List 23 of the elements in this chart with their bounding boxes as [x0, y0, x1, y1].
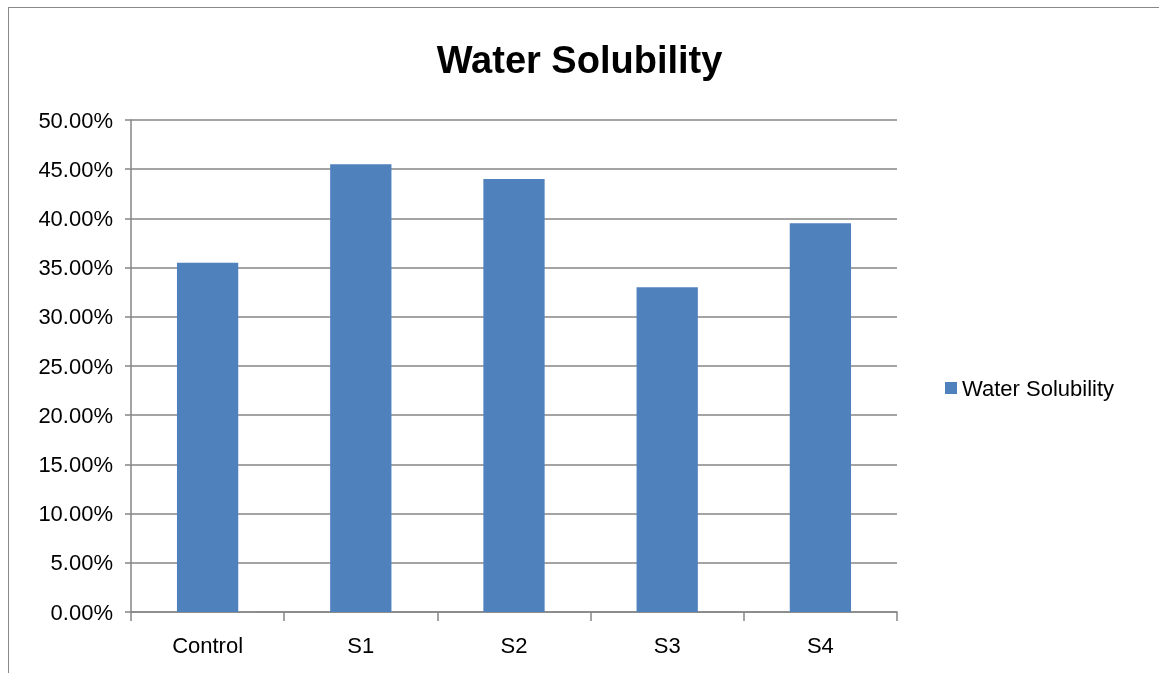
bar — [330, 164, 392, 612]
y-tick-label: 0.00% — [50, 599, 113, 625]
y-tick-label: 15.00% — [38, 451, 113, 477]
y-tick-label: 10.00% — [38, 501, 113, 527]
bar — [636, 287, 698, 612]
y-tick-label: 35.00% — [38, 255, 113, 281]
y-tick-label: 25.00% — [38, 353, 113, 379]
x-tick-label: S2 — [500, 632, 528, 658]
y-tick-label: 30.00% — [38, 304, 113, 330]
bar — [789, 223, 852, 612]
x-tick-label: S4 — [806, 632, 834, 658]
legend-label: Water Solubility — [962, 375, 1115, 401]
y-tick-label: 50.00% — [38, 107, 113, 133]
bar — [483, 179, 545, 612]
x-tick-label: S1 — [347, 632, 375, 658]
x-tick-label: Control — [172, 632, 244, 658]
x-tick-label: S3 — [653, 632, 681, 658]
y-tick-label: 45.00% — [38, 156, 113, 182]
y-tick-label: 5.00% — [50, 550, 113, 576]
y-tick-label: 40.00% — [38, 205, 113, 231]
bar — [176, 262, 239, 612]
chart-title: Water Solubility — [436, 39, 723, 81]
y-tick-label: 20.00% — [38, 402, 113, 428]
